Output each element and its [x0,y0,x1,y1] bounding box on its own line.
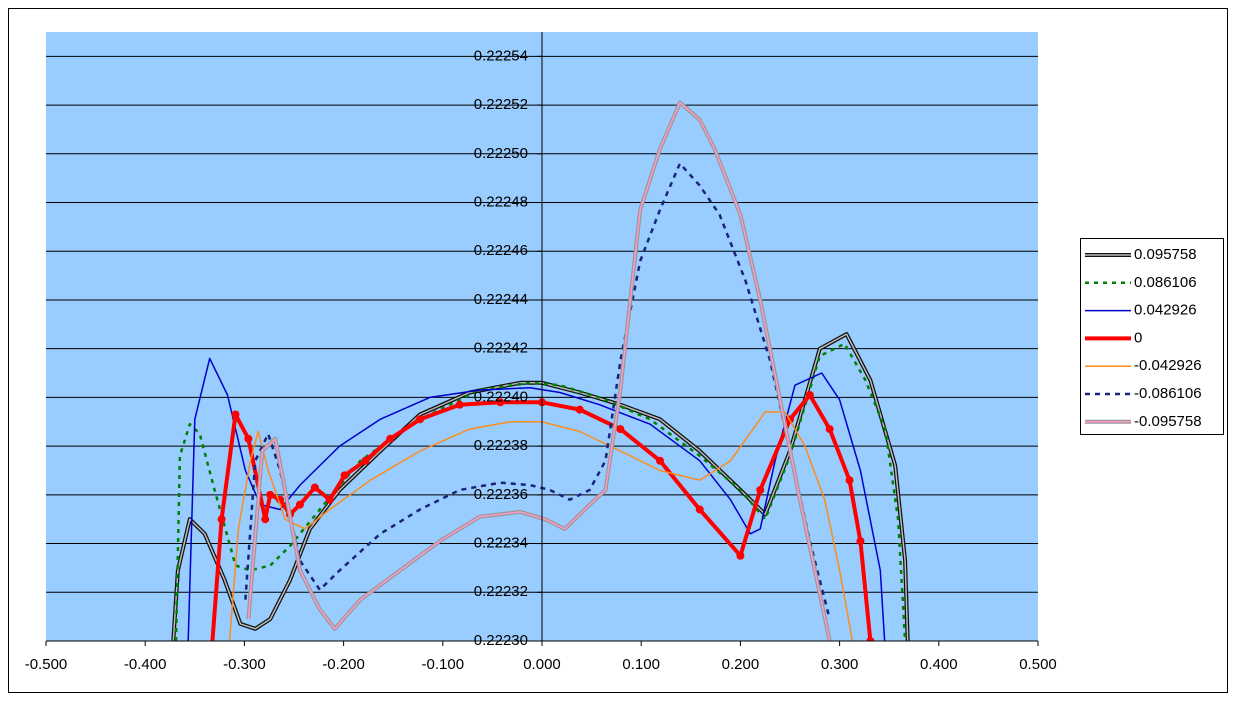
point-marker [217,515,226,524]
legend-label: -0.042926 [1134,357,1202,374]
legend-label: -0.086106 [1134,385,1202,402]
point-marker [244,434,253,443]
point-marker [325,495,334,504]
y-tick-label: 0.22250 [474,145,528,162]
point-marker [845,476,854,485]
y-tick-label: 0.22236 [474,486,528,503]
legend-label: 0 [1134,329,1142,346]
legend-label: 0.042926 [1134,302,1197,319]
y-tick-label: 0.22242 [474,340,528,357]
y-tick-label: 0.22254 [474,47,528,64]
legend: 0.095758 0.086106 0.042926 0 -0.042926 -0.086… [1080,238,1224,435]
series-line [172,333,909,641]
x-tick-label: -0.500 [25,656,68,673]
legend-label: 0.086106 [1134,274,1197,291]
legend-label: -0.095758 [1134,413,1202,430]
y-tick-label: 0.22234 [474,535,528,552]
y-tick-label: 0.22244 [474,291,528,308]
point-marker [266,490,275,499]
x-tick-label: -0.200 [322,656,365,673]
point-marker [805,390,814,399]
point-marker [496,398,505,407]
y-tick-label: 0.22252 [474,96,528,113]
x-tick-label: -0.400 [124,656,167,673]
x-tick-label: -0.300 [223,656,266,673]
point-marker [695,505,704,514]
x-tick-label: 0.500 [1019,656,1057,673]
y-tick-label: 0.22248 [474,193,528,210]
legend-label: 0.095758 [1134,246,1197,263]
y-tick-label: 0.22240 [474,388,528,405]
series-line [244,162,831,620]
point-marker [340,471,349,480]
y-tick-label: 0.22232 [474,583,528,600]
point-marker [295,500,304,509]
point-marker [361,456,370,465]
series-line [228,411,854,641]
point-marker [455,400,464,409]
point-marker [386,434,395,443]
point-marker [415,415,424,424]
point-marker [866,637,875,641]
point-marker [736,551,745,560]
x-tick-label: -0.100 [422,656,465,673]
point-marker [825,425,834,434]
x-tick-label: 0.000 [523,656,561,673]
series-group [171,100,910,641]
point-marker [310,483,319,492]
point-marker [756,485,765,494]
series-line [247,101,831,641]
series-line [210,393,873,641]
point-marker [231,410,240,419]
y-tick-label: 0.22230 [474,632,528,649]
axes: 0.22230 0.22232 0.22234 0.22236 0.22238 0.222… [25,32,1057,673]
point-marker [261,515,270,524]
y-tick-label: 0.22246 [474,242,528,259]
series-line [187,357,886,641]
x-tick-label: 0.400 [920,656,958,673]
x-tick-label: 0.200 [722,656,760,673]
point-marker [856,537,865,546]
x-tick-label: 0.300 [821,656,859,673]
y-tick-label: 0.22238 [474,437,528,454]
point-marker [656,456,665,465]
point-marker [616,425,625,434]
point-marker [575,405,584,414]
x-tick-label: 0.100 [622,656,660,673]
